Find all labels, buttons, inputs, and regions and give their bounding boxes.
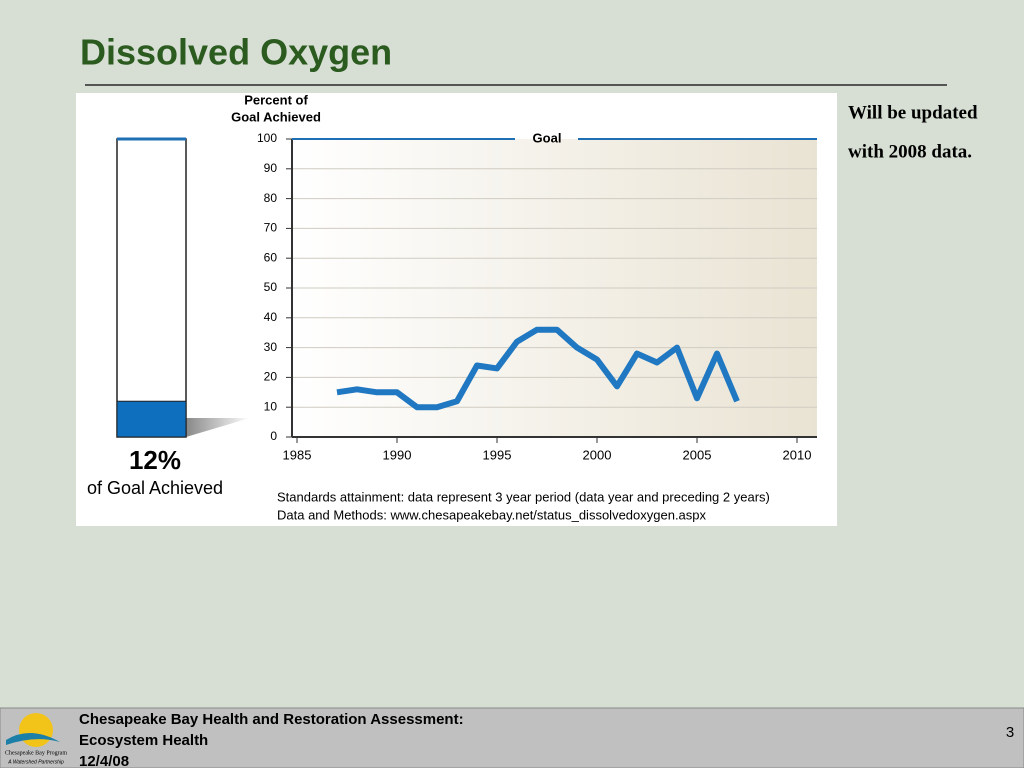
x-tick-label: 1985 — [283, 447, 312, 462]
y-tick-label: 40 — [264, 310, 278, 324]
y-tick-label: 10 — [264, 399, 278, 413]
page-number: 3 — [1006, 724, 1014, 741]
gauge-frame — [116, 138, 187, 438]
value-label: 12% — [129, 445, 181, 475]
y-tick-label: 0 — [270, 429, 277, 443]
y-tick-label: 100 — [257, 131, 277, 145]
y-tick-label: 20 — [264, 370, 278, 384]
data-line — [336, 326, 740, 411]
x-tick-label: 2010 — [783, 447, 812, 462]
logo-wave — [6, 732, 60, 745]
bar-shadow — [186, 418, 250, 437]
x-tick-label: 2000 — [583, 447, 612, 462]
note: Data and Methods: www.chesapeakebay.net/… — [277, 507, 707, 522]
slide-title: Dissolved Oxygen — [80, 32, 392, 73]
y-tick-label: 90 — [264, 161, 278, 175]
bar — [116, 400, 187, 438]
side-note: Will be updated — [848, 102, 978, 123]
y-tick-label: 80 — [264, 191, 278, 205]
footer-text: Chesapeake Bay Health and Restoration As… — [79, 711, 464, 728]
x-tick-label: 1990 — [383, 447, 412, 462]
x-tick-label: 1995 — [483, 447, 512, 462]
y-tick-label: 70 — [264, 221, 278, 235]
y-axis-label: Goal Achieved — [231, 109, 321, 124]
logo-sun — [19, 713, 53, 747]
logo-text: A Watershed Partnership — [7, 759, 64, 765]
gauge-caption: of Goal Achieved — [87, 478, 223, 498]
note: Standards attainment: data represent 3 y… — [277, 489, 770, 504]
footer-text: Ecosystem Health — [79, 732, 208, 749]
y-tick-label: 50 — [264, 280, 278, 294]
side-note: with 2008 data. — [848, 141, 972, 162]
y-axis-label: Percent of — [244, 92, 308, 107]
logo-text: Chesapeake Bay Program — [5, 750, 67, 756]
y-tick-label: 30 — [264, 340, 278, 354]
footer-text: 12/4/08 — [79, 753, 129, 768]
x-tick-label: 2005 — [683, 447, 712, 462]
y-tick-label: 60 — [264, 250, 278, 264]
goal-label: Goal — [533, 130, 562, 145]
footer-bar — [0, 707, 1024, 768]
